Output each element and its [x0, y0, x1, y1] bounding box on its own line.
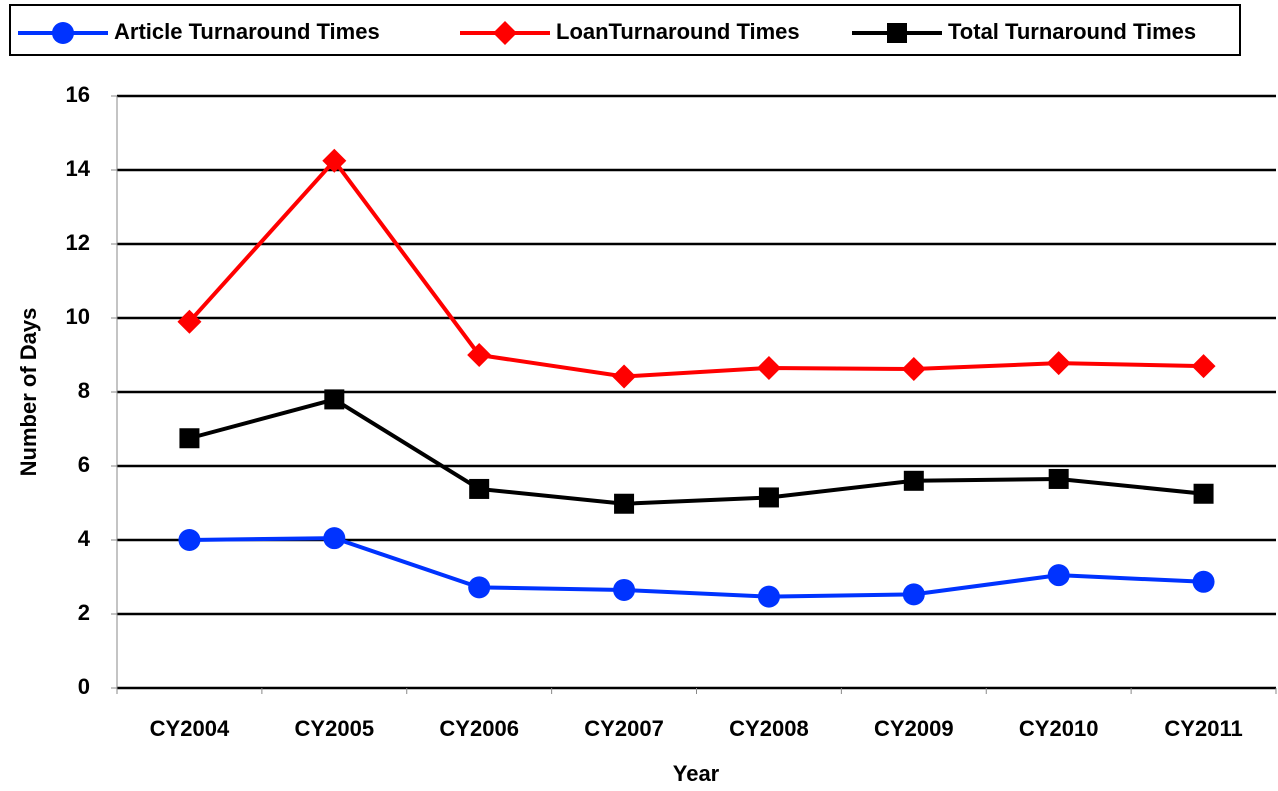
- y-tick-label: 0: [78, 674, 90, 699]
- marker: [901, 357, 926, 382]
- x-tick-label: CY2005: [295, 716, 375, 741]
- y-tick-label: 8: [78, 378, 90, 403]
- marker: [323, 527, 346, 550]
- x-tick-label: CY2009: [874, 716, 954, 741]
- y-tick-label: 10: [66, 304, 90, 329]
- marker: [902, 583, 925, 606]
- marker: [756, 355, 781, 380]
- marker: [903, 470, 924, 491]
- line: [187, 157, 1204, 379]
- marker: [493, 21, 517, 45]
- marker: [614, 493, 635, 514]
- marker: [612, 364, 637, 389]
- marker: [177, 309, 202, 334]
- line: [188, 397, 1204, 506]
- x-tick-label: CY2011: [1164, 716, 1242, 741]
- legend-box: [9, 4, 1241, 56]
- marker: [613, 578, 636, 601]
- y-tick-label: 6: [78, 452, 90, 477]
- x-axis-label: Year: [673, 761, 720, 786]
- y-tick-label: 12: [66, 230, 90, 255]
- x-tick-label: CY2010: [1019, 716, 1099, 741]
- marker: [469, 478, 490, 499]
- x-tick-label: CY2004: [150, 716, 230, 741]
- marker: [1193, 483, 1214, 504]
- line: [189, 536, 1204, 599]
- marker: [758, 487, 779, 508]
- marker: [52, 22, 74, 44]
- legend-label: Total Turnaround Times: [948, 19, 1196, 44]
- marker: [179, 428, 200, 449]
- marker: [757, 585, 780, 608]
- legend-label: LoanTurnaround Times: [556, 19, 800, 44]
- x-tick-label: CY2007: [584, 716, 664, 741]
- marker: [1192, 570, 1215, 593]
- marker: [322, 148, 347, 173]
- marker: [178, 529, 201, 551]
- marker: [467, 343, 492, 367]
- marker: [324, 389, 345, 410]
- marker: [1047, 564, 1070, 587]
- marker: [1046, 351, 1071, 376]
- marker: [887, 23, 907, 43]
- marker: [1048, 468, 1069, 489]
- y-tick-label: 14: [66, 156, 91, 181]
- y-tick-label: 4: [78, 526, 91, 551]
- y-axis-label: Number of Days: [16, 308, 41, 477]
- legend-label: Article Turnaround Times: [114, 19, 380, 44]
- y-tick-label: 16: [66, 82, 90, 107]
- x-tick-label: CY2006: [439, 716, 519, 741]
- marker: [1191, 354, 1216, 379]
- x-tick-label: CY2008: [729, 716, 809, 741]
- marker: [468, 576, 491, 599]
- y-tick-label: 2: [78, 600, 90, 625]
